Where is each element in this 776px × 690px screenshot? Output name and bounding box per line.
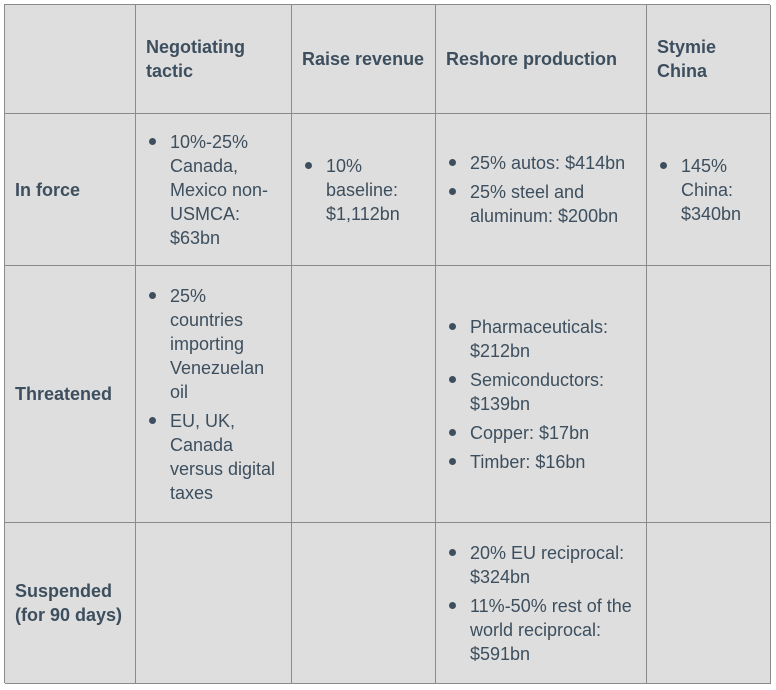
row-label-in-force: In force [5, 114, 136, 266]
cell-threatened-reshore: Pharmaceuticals: $212bn Semiconductors: … [436, 266, 647, 523]
list-item: 11%-50% rest of the world reciprocal: $5… [446, 594, 638, 666]
list-item: 10%-25% Canada, Mexico non-USMCA: $63bn [146, 130, 283, 250]
row-label-threatened: Threatened [5, 266, 136, 523]
list-item: 20% EU reciprocal: $324bn [446, 541, 638, 589]
cell-threatened-negotiating: 25% countries importing Venezuelan oil E… [136, 266, 292, 523]
list-item: Copper: $17bn [446, 421, 638, 445]
cell-threatened-revenue [292, 266, 436, 523]
header-stymie-china: Stymie China [647, 5, 771, 114]
header-negotiating-tactic: Negotiating tactic [136, 5, 292, 114]
list-item: EU, UK, Canada versus digital taxes [146, 409, 283, 505]
row-label-suspended: Suspended (for 90 days) [5, 523, 136, 684]
cell-suspended-negotiating [136, 523, 292, 684]
cell-suspended-revenue [292, 523, 436, 684]
cell-in-force-revenue: 10% baseline: $1,112bn [292, 114, 436, 266]
list-item: 25% countries importing Venezuelan oil [146, 284, 283, 404]
cell-in-force-china: 145% China: $340bn [647, 114, 771, 266]
list-item: 145% China: $340bn [657, 154, 762, 226]
cell-threatened-china [647, 266, 771, 523]
header-corner [5, 5, 136, 114]
list-item: Timber: $16bn [446, 450, 638, 474]
list-item: Semiconductors: $139bn [446, 368, 638, 416]
cell-in-force-reshore: 25% autos: $414bn 25% steel and aluminum… [436, 114, 647, 266]
list-item: Pharmaceuticals: $212bn [446, 315, 638, 363]
list-item: 10% baseline: $1,112bn [302, 154, 427, 226]
cell-suspended-reshore: 20% EU reciprocal: $324bn 11%-50% rest o… [436, 523, 647, 684]
list-item: 25% steel and aluminum: $200bn [446, 180, 638, 228]
list-item: 25% autos: $414bn [446, 151, 638, 175]
cell-suspended-china [647, 523, 771, 684]
cell-in-force-negotiating: 10%-25% Canada, Mexico non-USMCA: $63bn [136, 114, 292, 266]
tariff-table: Negotiating tactic Raise revenue Reshore… [4, 4, 771, 684]
header-reshore-production: Reshore production [436, 5, 647, 114]
header-raise-revenue: Raise revenue [292, 5, 436, 114]
